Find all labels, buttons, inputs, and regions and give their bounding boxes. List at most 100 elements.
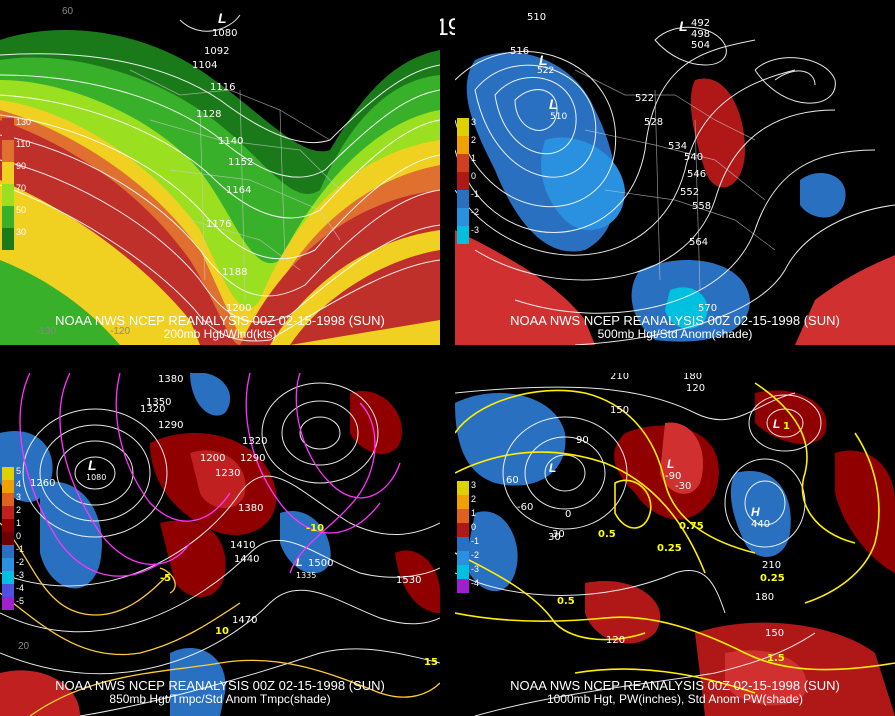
low-marker: L [549, 461, 557, 475]
legend-swatch: 110 [2, 139, 30, 162]
legend-swatch: 1 [457, 153, 476, 172]
legend-label: -3 [16, 570, 25, 580]
contour-label: 1230 [215, 468, 241, 479]
legend-1000mb: 3 2 1 0 -1 -2 -3 -4 [457, 480, 479, 593]
contour-label: 498 [691, 29, 711, 40]
panel-850mb: 5 4 3 2 1 0 -1 -2 -3 -4 -5 L 1080 L 1335… [0, 373, 440, 716]
contour-label: 546 [687, 169, 707, 180]
contour-label: 1530 [396, 575, 422, 586]
legend-label: 3 [16, 492, 22, 502]
legend-label: 2 [471, 135, 477, 145]
temperature-label: -10 [306, 523, 325, 534]
contour-label: 1380 [238, 503, 264, 514]
low-marker: L [679, 18, 688, 34]
pw-label: 1.5 [767, 653, 785, 664]
contour-label: 1092 [204, 46, 230, 57]
legend-swatch: -4 [2, 583, 24, 597]
legend-label: 5 [16, 466, 22, 476]
contour-label: 552 [680, 187, 700, 198]
low-marker: L [539, 52, 548, 68]
latitude-label: 60 [62, 6, 74, 17]
contour-label: 1320 [242, 436, 268, 447]
legend-swatch: 1 [457, 508, 476, 523]
legend-label: -4 [471, 578, 480, 588]
legend-label: 1 [16, 518, 22, 528]
contour-label: 564 [689, 237, 709, 248]
legend-swatch: -1 [457, 189, 479, 208]
temperature-label: 15 [424, 657, 438, 668]
low-value: 522 [537, 66, 555, 76]
contour-label: 534 [668, 141, 688, 152]
legend-label: 50 [16, 205, 27, 215]
legend-swatch: 2 [2, 505, 21, 519]
legend-label: -1 [471, 536, 480, 546]
contour-label: 1290 [240, 453, 266, 464]
legend-swatch: 3 [457, 480, 476, 495]
legend-label: -1 [471, 189, 480, 199]
pw-label: 0.5 [598, 529, 616, 540]
legend-swatch: -3 [457, 225, 479, 244]
low-marker: L [88, 457, 97, 473]
legend-swatch: -2 [457, 207, 479, 226]
legend-label: 1 [471, 153, 477, 163]
contour-label: 1104 [192, 60, 218, 71]
legend-label: -2 [471, 550, 480, 560]
legend-label: 130 [16, 117, 32, 127]
high-value: 440 [751, 519, 771, 530]
map-850mb [0, 373, 440, 716]
contour-label: 522 [635, 93, 655, 104]
legend-swatch: 50 [2, 205, 26, 228]
legend-label: 3 [471, 480, 477, 490]
legend-label: -4 [16, 583, 25, 593]
contour-label: 30 [548, 532, 561, 543]
legend-500mb: 3 2 1 0 -1 -2 -3 [457, 117, 479, 244]
pw-label: 1 [783, 421, 790, 432]
contour-label: 1200 [226, 303, 252, 314]
contour-label: 1188 [222, 267, 248, 278]
legend-label: 0 [16, 531, 22, 541]
legend-label: -1 [16, 544, 25, 554]
low-marker: L [549, 96, 558, 112]
legend-label: 0 [471, 171, 477, 181]
panel-subcaption: 1000mb Hgt, PW(inches), Std Anom PW(shad… [546, 692, 804, 706]
legend-label: 70 [16, 183, 27, 193]
legend-swatch: -3 [457, 564, 479, 579]
legend-label: 3 [471, 117, 477, 127]
contour-label: 1260 [30, 478, 56, 489]
temperature-label: 10 [215, 626, 229, 637]
panel-200mb: 130 110 90 70 50 30 L 1080 1092 1104 111… [0, 0, 440, 345]
low-value: -90 [665, 471, 682, 482]
contour-label: 1140 [218, 136, 244, 147]
contour-label: 1440 [234, 554, 260, 565]
legend-swatch: -1 [457, 536, 479, 551]
contour-label: 1116 [210, 82, 236, 93]
low-value: 1080 [86, 473, 107, 482]
legend-swatch: -2 [457, 550, 479, 565]
low-value: 1335 [296, 571, 317, 580]
legend-swatch: -5 [2, 596, 24, 610]
panel-1000mb: 3 2 1 0 -1 -2 -3 -4 L L H L -90 440 210 … [455, 373, 895, 716]
legend-label: -3 [471, 564, 480, 574]
contour-label: 90 [576, 435, 589, 446]
contour-label: 1380 [158, 374, 184, 385]
map-1000mb [455, 382, 895, 716]
panel-subcaption: 500mb Hgt/Std Anom(shade) [597, 327, 753, 341]
legend-swatch: 30 [2, 227, 26, 250]
legend-swatch: 3 [457, 117, 476, 136]
contour-label: 1500 [308, 558, 334, 569]
contour-label: -60 [517, 502, 534, 513]
contour-label: 540 [684, 152, 704, 163]
temperature-label: -5 [160, 573, 172, 584]
low-marker: L [667, 457, 675, 471]
contour-label: 0 [565, 509, 572, 520]
legend-swatch: -3 [2, 570, 24, 584]
contour-label: 570 [698, 303, 718, 314]
legend-label: -5 [16, 596, 25, 606]
contour-label: 1080 [212, 28, 238, 39]
legend-label: 2 [16, 505, 22, 515]
contour-label: 504 [691, 40, 711, 51]
panel-caption: NOAA NWS NCEP REANALYSIS 00Z 02-15-1998 … [55, 678, 385, 693]
low-value: 510 [550, 112, 568, 122]
contour-label: 1164 [226, 185, 252, 196]
contour-label: 510 [527, 12, 547, 23]
